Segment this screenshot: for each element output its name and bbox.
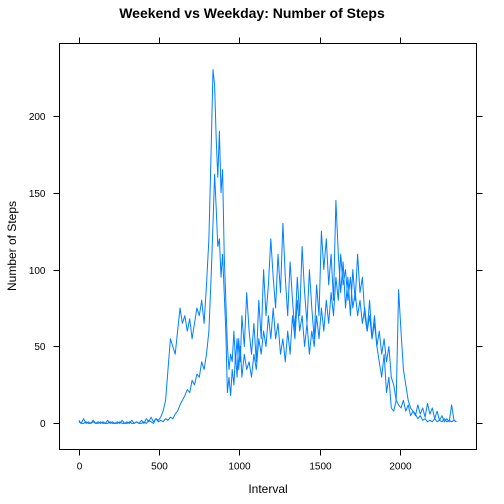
x-axis-label: Interval (248, 482, 287, 496)
axis-tick-labels: 0 500 1000 1500 2000 0 50 100 150 200 (29, 112, 412, 473)
chart-title: Weekend vs Weekday: Number of Steps (119, 5, 385, 21)
y-tick-label: 200 (29, 112, 46, 123)
series-lines (78, 69, 457, 424)
series-line-1 (78, 69, 457, 424)
series-line-2 (78, 173, 457, 424)
y-tick-label: 100 (29, 266, 46, 277)
plot-frame (59, 43, 477, 450)
x-tick-label: 2000 (389, 462, 412, 473)
x-tick-label: 0 (77, 462, 83, 473)
x-tick-label: 1000 (228, 462, 251, 473)
axis-ticks (53, 37, 483, 456)
y-tick-label: 0 (40, 419, 46, 430)
y-tick-label: 150 (29, 189, 46, 200)
x-tick-label: 1500 (309, 462, 332, 473)
x-tick-label: 500 (151, 462, 168, 473)
y-axis-label: Number of Steps (5, 201, 19, 291)
y-tick-label: 50 (34, 342, 46, 353)
